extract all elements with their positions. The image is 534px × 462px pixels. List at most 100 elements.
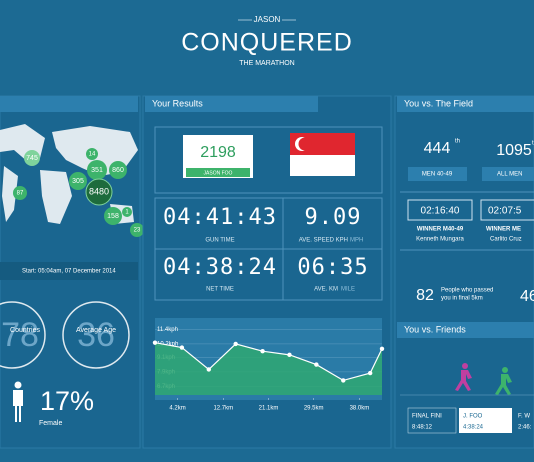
bib-name: JASON FOO [204,170,233,176]
icon-body [495,374,512,395]
friend-cell [407,407,457,434]
bubble [109,161,127,179]
x-tick-label: 12.7km [213,406,233,412]
continent [2,166,18,222]
metric-unit: MILE [341,287,355,293]
bubble-label: 23 [134,228,141,234]
y-tick-label: 11.4kph [157,327,178,333]
bubble [104,207,122,225]
x-tick-label: 21.1km [259,406,279,412]
stat-value: 36 [77,316,115,354]
bubble-label: 87 [17,191,24,197]
bubble-label: 14 [89,152,96,158]
bubble [86,148,98,160]
icon-head [14,381,22,389]
time-box [480,199,534,221]
bubble-label: 305 [72,178,84,185]
rank-label: ALL MEN [497,172,522,178]
friend-name: J. FOO [463,414,483,420]
passed-value: 82 [416,287,434,304]
metric-value: 9.09 [305,205,362,230]
point [179,345,185,350]
point [314,362,319,367]
stat-label: Countries [10,327,40,334]
bubbles: 745 14 351 860 305 8480 87 158 1 23 [13,148,144,237]
passed-text: you in final 5km [441,296,483,302]
bubble-label: 158 [107,213,119,220]
bubble [13,186,27,200]
point [260,349,265,354]
stat-value: 78 [1,316,39,354]
metric-value: 04:41:43 [163,205,277,230]
panel-title: Your Results [152,98,203,108]
bib-number: 2198 [200,144,236,161]
icon-body [13,390,23,422]
friend-time: 8:48:12 [412,425,433,431]
pace-chart: 11.4kph10.2kph9.1kph7.9kph6.7kph4.2km12.… [152,327,385,412]
winner-name: Kenneth Mungara [416,237,464,243]
metric-label: NET TIME [206,287,234,293]
point [341,378,346,383]
crescent-cut [298,137,312,151]
bubble-label: 860 [112,167,124,174]
bubble-label: 1 [125,210,129,216]
box [154,126,383,194]
panel-header [0,96,138,112]
point [233,341,238,347]
panel-header [397,96,534,112]
rank-box [482,167,534,181]
winner-label: WINNER M40-49 [417,227,464,233]
friend-name: F. W [518,414,530,420]
bubble-label: 351 [91,167,103,174]
kicker: JASON [254,15,281,24]
bib-strip [186,168,250,177]
subtitle: THE MARATHON [239,60,294,67]
continent [40,170,72,224]
friend-time: 2:46: [518,425,532,431]
panel-title: You vs. Friends [404,324,466,334]
bubble [122,207,132,217]
area [155,342,382,395]
flag [290,133,355,176]
metric-value: 06:35 [297,255,368,280]
rank-suffix: th [532,141,534,147]
panel [394,95,534,449]
metric-label: AVE. KM [314,287,338,293]
rank-suffix: th [455,139,460,145]
icon-head [462,363,468,369]
bubble [69,172,87,190]
metric-unit: MPH [350,238,363,244]
winner-time: 02:07:5 [488,206,522,217]
x-tick-label: 38.0km [350,406,370,412]
point [287,352,292,358]
runner-icon [455,363,472,391]
rank-label: MEN 40-49 [422,172,453,178]
passed-text: People who passed [441,288,493,294]
friend-name: FINAL FINI [412,414,442,420]
point [367,370,373,376]
person-icon [13,381,23,422]
start-bar [0,262,138,280]
title: CONQUERED [181,29,353,57]
x-tick-label: 4.2km [169,406,185,412]
metric-label: GUN TIME [205,238,234,244]
bubble [85,178,113,206]
icon-head [502,367,508,373]
metric-value: 04:38:24 [163,255,277,280]
rank-value: 1095 [496,142,532,159]
winner-name: Carlito Cruz [490,237,522,243]
friend-time: 4:38:24 [463,425,484,431]
stat-ring [0,301,46,369]
icon-body [455,370,472,391]
rank-box [408,167,467,181]
point [206,367,211,372]
passed-other: 46 [520,288,534,305]
point [379,346,385,351]
panel-title: You vs. The Field [404,98,473,108]
bubble-label: 8480 [89,186,109,196]
winner-label: WINNER ME [486,227,521,233]
friend-cell [459,408,512,433]
metric-label: AVE. SPEED KPH [299,238,348,244]
